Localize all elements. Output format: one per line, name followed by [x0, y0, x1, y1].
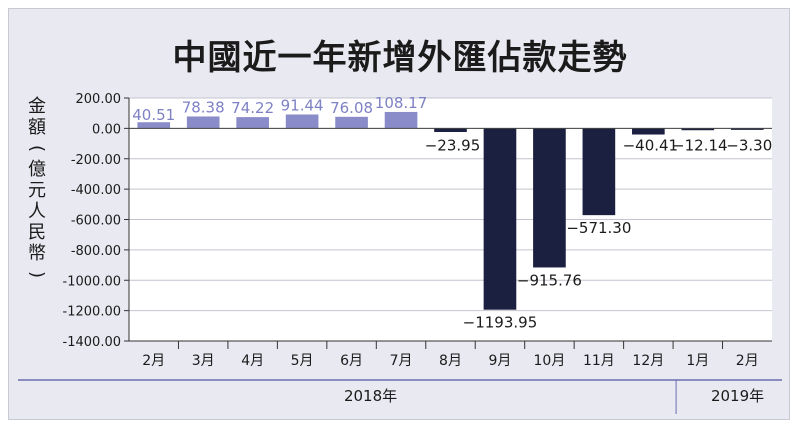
bar — [582, 128, 616, 216]
data-label: 78.38 — [182, 98, 225, 116]
x-tick-label: 6月 — [340, 353, 363, 369]
bar — [681, 128, 715, 131]
x-tick-label: 9月 — [489, 353, 512, 369]
data-label: 40.51 — [132, 106, 175, 124]
x-tick-label: 4月 — [241, 353, 264, 369]
data-label: 74.22 — [231, 99, 274, 117]
year-label: 2019年 — [711, 387, 764, 405]
bar — [186, 116, 220, 129]
data-label: −915.76 — [517, 271, 582, 289]
x-tick-label: 2月 — [142, 353, 165, 369]
chart-title: 中國近一年新增外匯佔款走勢 — [172, 38, 628, 78]
year-axis: 2018年 2019年 — [18, 379, 782, 414]
y-axis-label-char: 額 — [28, 117, 46, 138]
data-label: 91.44 — [281, 96, 324, 114]
x-tick-label: 3月 — [192, 353, 215, 369]
data-label: −12.14 — [672, 136, 728, 154]
x-axis: 2月 3月 4月 5月 6月 7月 8月 9月 10月 11月 12月 1月 2月 — [129, 340, 772, 369]
data-label: 76.08 — [330, 99, 373, 117]
x-tick-label: 12月 — [632, 353, 664, 369]
bar — [533, 128, 566, 268]
data-label: −40.41 — [623, 136, 679, 154]
y-tick-label: -400.00 — [71, 183, 121, 198]
year-label: 2018年 — [344, 387, 397, 405]
bar — [137, 122, 171, 129]
y-axis-label-char: 幣 — [28, 243, 46, 264]
data-labels: 40.51 78.38 74.22 91.44 76.08 108.17 −23.95 −11… — [132, 94, 772, 332]
bar — [236, 117, 269, 129]
y-tick-label: -600.00 — [71, 214, 121, 229]
x-tick-label: 5月 — [291, 353, 314, 369]
y-tick-label: 0.00 — [92, 122, 121, 137]
y-axis-label: 金額(億元人民幣) — [22, 96, 52, 285]
y-tick-label: -1400.00 — [63, 335, 121, 350]
y-axis-label-char: 金 — [28, 96, 46, 117]
x-tick-label: 2月 — [736, 353, 759, 369]
y-axis-ticks: 200.00 0.00 -200.00 -400.00 -600.00 -800.00 -1… — [63, 92, 130, 350]
data-label: −23.95 — [425, 136, 481, 154]
y-axis-label-char: 元 — [28, 180, 46, 201]
bar — [483, 128, 517, 310]
bars — [137, 111, 764, 310]
x-tick-label: 11月 — [583, 353, 615, 369]
y-tick-label: -200.00 — [71, 153, 121, 168]
y-axis-label-char: 億 — [28, 159, 46, 180]
bar — [632, 128, 665, 135]
y-axis-label-char: 人 — [28, 201, 46, 222]
y-axis-label-char: 民 — [28, 222, 46, 243]
data-label: −571.30 — [566, 219, 631, 237]
bar — [434, 128, 467, 133]
y-tick-label: -800.00 — [71, 244, 121, 259]
data-label: 108.17 — [375, 94, 428, 112]
bar — [384, 111, 418, 129]
bar — [285, 114, 319, 129]
data-label: −3.30 — [726, 136, 772, 154]
y-tick-label: -1000.00 — [63, 274, 121, 289]
x-tick-label: 10月 — [534, 353, 566, 369]
bar — [335, 116, 368, 129]
bar — [730, 128, 764, 130]
x-tick-label: 7月 — [390, 353, 413, 369]
y-tick-label: 200.00 — [76, 92, 122, 107]
data-label: −1193.95 — [463, 314, 538, 332]
y-tick-label: -1200.00 — [63, 305, 121, 320]
x-tick-label: 1月 — [686, 353, 709, 369]
x-tick-label: 8月 — [439, 353, 462, 369]
